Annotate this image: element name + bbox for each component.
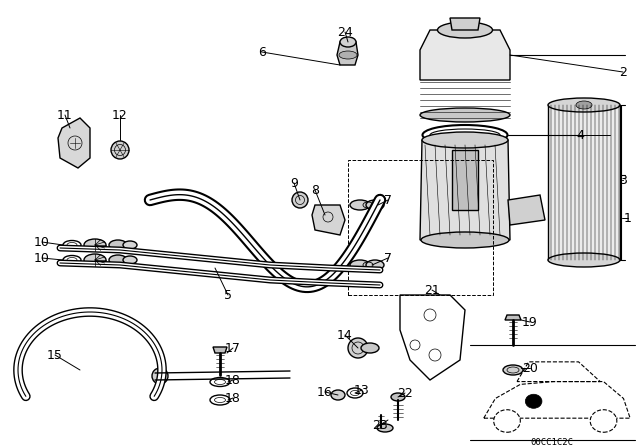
Text: 7: 7	[384, 251, 392, 264]
Polygon shape	[452, 150, 478, 210]
Ellipse shape	[348, 338, 368, 358]
Text: 2: 2	[619, 65, 627, 78]
Ellipse shape	[109, 255, 127, 265]
Ellipse shape	[350, 200, 370, 210]
Ellipse shape	[331, 390, 345, 400]
Ellipse shape	[292, 192, 308, 208]
Text: 00CC1C2C: 00CC1C2C	[531, 438, 573, 447]
Ellipse shape	[340, 37, 356, 47]
Text: 24: 24	[337, 26, 353, 39]
Ellipse shape	[63, 241, 81, 250]
Polygon shape	[58, 118, 90, 168]
Text: 1: 1	[624, 211, 632, 224]
Ellipse shape	[210, 378, 230, 387]
Polygon shape	[508, 195, 545, 225]
Ellipse shape	[350, 260, 370, 270]
Ellipse shape	[109, 240, 127, 250]
Ellipse shape	[421, 232, 509, 248]
Ellipse shape	[84, 254, 106, 266]
Text: 15: 15	[47, 349, 63, 362]
Ellipse shape	[339, 51, 357, 59]
Text: 13: 13	[354, 383, 370, 396]
Text: 19: 19	[522, 315, 538, 328]
Ellipse shape	[438, 22, 493, 38]
Ellipse shape	[123, 241, 137, 249]
Ellipse shape	[503, 365, 523, 375]
Text: 7: 7	[384, 194, 392, 207]
Text: 12: 12	[112, 108, 128, 121]
Ellipse shape	[420, 108, 510, 122]
Ellipse shape	[548, 253, 620, 267]
Text: 5: 5	[224, 289, 232, 302]
Ellipse shape	[576, 101, 592, 109]
Polygon shape	[505, 315, 521, 320]
Text: 20: 20	[522, 362, 538, 375]
Ellipse shape	[111, 141, 129, 159]
Text: 9: 9	[290, 177, 298, 190]
Text: 21: 21	[424, 284, 440, 297]
Polygon shape	[450, 18, 480, 30]
Ellipse shape	[63, 255, 81, 264]
Text: 18: 18	[225, 392, 241, 405]
Text: 11: 11	[57, 108, 73, 121]
Text: 4: 4	[576, 129, 584, 142]
Ellipse shape	[548, 98, 620, 112]
Bar	[548, 105, 620, 260]
Ellipse shape	[366, 260, 384, 270]
Text: 18: 18	[225, 374, 241, 387]
Text: 10: 10	[34, 251, 50, 264]
Ellipse shape	[391, 393, 405, 401]
Polygon shape	[337, 42, 358, 65]
Ellipse shape	[377, 424, 393, 432]
Ellipse shape	[210, 395, 230, 405]
Ellipse shape	[422, 132, 508, 148]
Text: 23: 23	[372, 418, 388, 431]
Ellipse shape	[123, 256, 137, 264]
Ellipse shape	[347, 388, 363, 398]
Text: 3: 3	[619, 173, 627, 186]
Polygon shape	[213, 347, 227, 353]
Polygon shape	[312, 205, 345, 235]
Text: 6: 6	[258, 46, 266, 59]
Ellipse shape	[366, 200, 384, 210]
Bar	[348, 160, 493, 295]
Text: 16: 16	[317, 385, 333, 399]
Ellipse shape	[361, 343, 379, 353]
Text: 8: 8	[311, 184, 319, 197]
Text: 14: 14	[337, 328, 353, 341]
Ellipse shape	[84, 239, 106, 251]
Polygon shape	[420, 140, 510, 240]
Ellipse shape	[152, 368, 168, 384]
Text: 17: 17	[225, 341, 241, 354]
Text: 10: 10	[34, 236, 50, 249]
Polygon shape	[420, 30, 510, 80]
Text: 22: 22	[397, 387, 413, 400]
